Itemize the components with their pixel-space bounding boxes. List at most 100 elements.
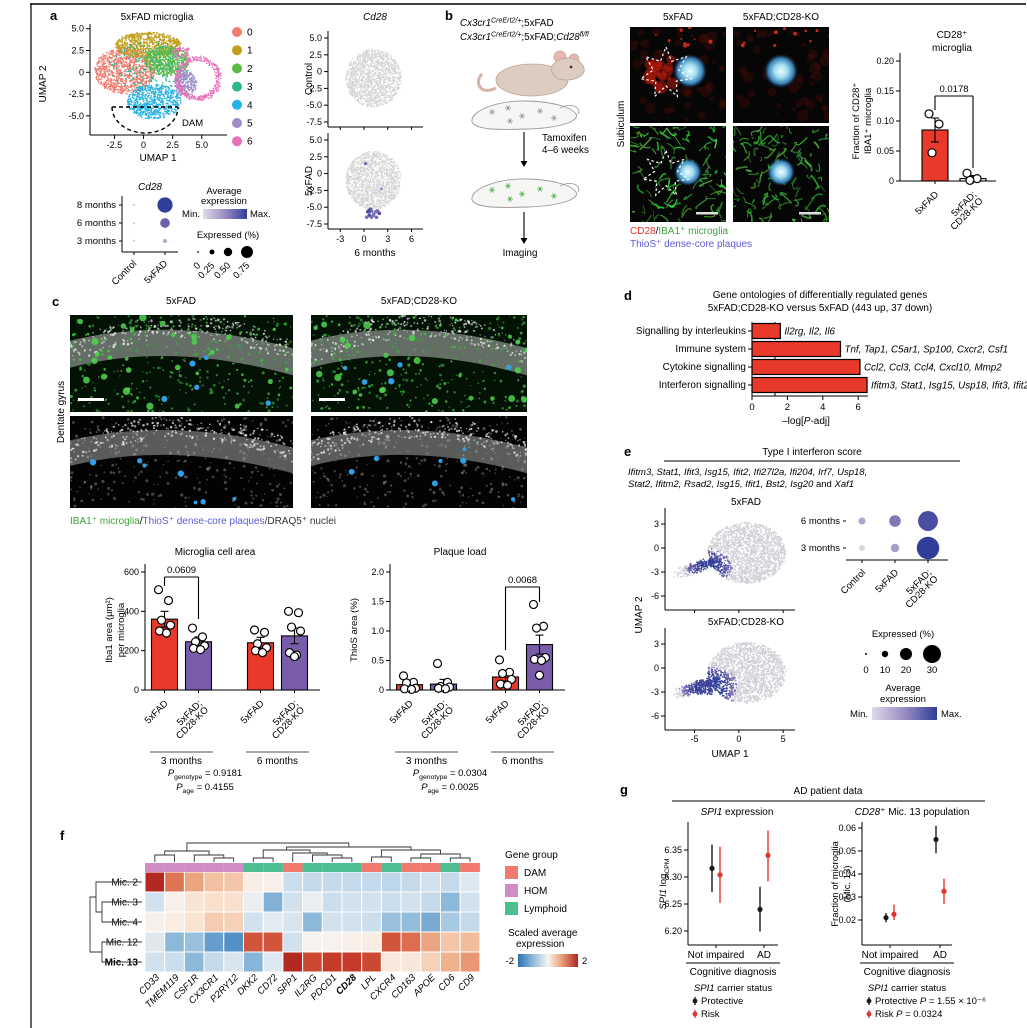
- umap-cell-dot: [116, 40, 119, 42]
- feature-cell-dot: [363, 55, 365, 58]
- feature-cell-dot: [398, 67, 400, 70]
- umap-cell-dot: [156, 48, 159, 50]
- umap-cell-dot: [159, 106, 161, 109]
- umap-cell-dot: [98, 65, 100, 68]
- umap-cell-dot: [167, 104, 170, 107]
- umap-cell-dot: [168, 62, 170, 64]
- umap-cell-dot: [212, 92, 214, 94]
- umap-cell-dot: [142, 69, 145, 71]
- size-legend-dot: [241, 246, 253, 258]
- feature-cell-dot: [374, 69, 376, 71]
- umap-cell-dot: [148, 44, 151, 47]
- umap-cell-dot: [162, 75, 164, 78]
- umap-cell-dot: [165, 40, 168, 42]
- umap-cell-dot: [135, 75, 138, 77]
- umap-cell-dot: [169, 56, 172, 59]
- panel-label-d: d: [624, 288, 632, 303]
- umap-cell-dot: [115, 41, 118, 44]
- umap-cell-dot: [212, 87, 214, 90]
- umap-cell-dot: [132, 72, 134, 75]
- umap-cell-dot: [144, 56, 146, 58]
- feature-cell-dot: [390, 93, 392, 95]
- umap-cell-dot: [166, 62, 169, 64]
- umap-cell-dot: [148, 39, 151, 41]
- umap-cell-dot: [151, 58, 154, 61]
- feature-cell-dot: [368, 49, 370, 51]
- umap-cell-dot: [120, 77, 123, 80]
- umap-cell-dot: [187, 81, 190, 83]
- umap-cell-dot: [129, 52, 132, 54]
- umap-cell-dot: [180, 65, 183, 68]
- feature-cell-dot: [353, 74, 355, 76]
- feature-cell-dot: [382, 82, 385, 85]
- umap-cell-dot: [163, 73, 165, 76]
- umap-cell-dot: [187, 74, 189, 76]
- umap-cell-dot: [148, 68, 151, 71]
- umap-cell-dot: [142, 99, 144, 101]
- umap-cell-dot: [169, 50, 172, 53]
- umap-cell-dot: [110, 83, 113, 86]
- umap-cell-dot: [162, 85, 164, 87]
- umap-cell-dot: [157, 117, 160, 119]
- umap-cell-dot: [175, 74, 177, 76]
- feature-cell-dot: [362, 67, 365, 69]
- umap-cell-dot: [177, 76, 179, 79]
- size-legend-label: 0.50: [212, 260, 233, 281]
- umap-cell-dot: [200, 97, 203, 100]
- feature-cell-dot: [359, 59, 361, 62]
- umap-cell-dot: [214, 87, 217, 90]
- umap-cell-dot: [113, 61, 115, 64]
- umap-cell-dot: [133, 94, 135, 97]
- umap-cell-dot: [118, 85, 120, 88]
- umap-cell-dot: [181, 69, 183, 71]
- umap-cell-dot: [191, 94, 194, 97]
- umap-cell-dot: [143, 97, 145, 100]
- umap-cell-dot: [172, 65, 174, 67]
- umap-cell-dot: [195, 81, 198, 84]
- umap-cell-dot: [120, 91, 123, 94]
- umap-cell-dot: [145, 97, 148, 99]
- feature-cell-dot: [376, 89, 378, 91]
- umap-cell-dot: [103, 84, 105, 87]
- umap-cell-dot: [113, 87, 115, 90]
- umap-cell-dot: [115, 68, 118, 70]
- umap-cell-dot: [131, 105, 133, 107]
- umap-cell-dot: [148, 103, 151, 106]
- umap-cell-dot: [147, 34, 149, 37]
- umap-cell-dot: [150, 111, 152, 113]
- feature-cell-dot: [375, 83, 377, 85]
- feature-cell-dot: [398, 80, 400, 82]
- umap-cell-dot: [148, 107, 150, 110]
- umap-cell-dot: [141, 52, 143, 55]
- umap-cell-dot: [136, 50, 139, 53]
- umap-cell-dot: [107, 72, 110, 75]
- umap-cell-dot: [185, 64, 188, 66]
- umap-cell-dot: [143, 40, 145, 42]
- umap-cell-dot: [115, 65, 118, 68]
- umap-cell-dot: [137, 106, 139, 109]
- umap-cell-dot: [161, 98, 163, 100]
- umap-cell-dot: [107, 52, 110, 55]
- umap-cell-dot: [128, 89, 131, 92]
- umap-cell-dot: [98, 58, 100, 60]
- umap-cell-dot: [127, 35, 130, 38]
- umap-cell-dot: [111, 53, 114, 56]
- umap-cell-dot: [171, 103, 174, 105]
- feature-cell-dot: [381, 76, 383, 79]
- umap-cell-dot: [172, 91, 175, 94]
- feature-cell-dot: [356, 85, 359, 87]
- umap-cell-dot: [166, 74, 169, 77]
- umap-cell-dot: [178, 74, 180, 77]
- x-tick-label: 5.0: [195, 140, 208, 150]
- umap-cell-dot: [163, 50, 165, 52]
- umap-cell-dot: [136, 43, 139, 46]
- umap-cell-dot: [129, 36, 132, 38]
- umap-cell-dot: [113, 51, 115, 53]
- umap-cell-dot: [161, 67, 164, 69]
- umap-cell-dot: [209, 61, 211, 64]
- feature-cell-dot: [378, 64, 380, 67]
- umap-cell-dot: [213, 64, 216, 67]
- feature-cell-dot: [381, 56, 384, 59]
- panel-label-e: e: [624, 444, 632, 459]
- umap-cell-dot: [177, 97, 179, 100]
